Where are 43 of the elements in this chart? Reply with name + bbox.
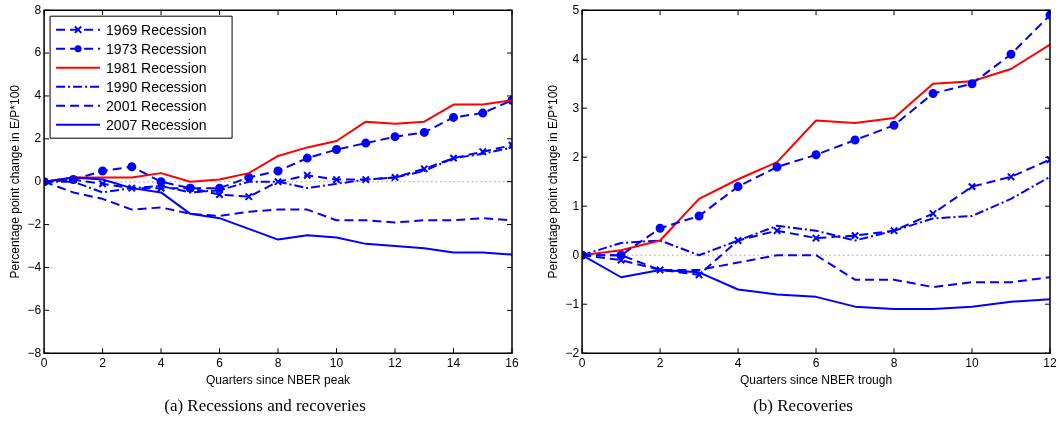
legend-label: 2007 Recession — [106, 116, 207, 133]
x-tick-label: 10 — [965, 355, 980, 370]
y-tick-label: 2 — [572, 149, 580, 164]
x-tick-label: 4 — [157, 355, 165, 370]
x-tick-label: 4 — [734, 355, 742, 370]
y-tick-label: −6 — [27, 302, 42, 317]
x-tick-label: 8 — [274, 355, 282, 370]
x-tick-label: 2 — [99, 355, 107, 370]
y-tick-label: −2 — [27, 216, 42, 231]
x-tick-label: 10 — [329, 355, 344, 370]
y-tick-label: −1 — [565, 296, 580, 311]
x-tick-label: 16 — [505, 355, 519, 370]
x-tick-label: 12 — [1043, 355, 1057, 370]
legend-label: 2001 Recession — [106, 97, 207, 114]
x-tick-label: 8 — [890, 355, 898, 370]
y-tick-label: 5 — [572, 2, 580, 17]
text: (a) Recessions and recoveries — [163, 396, 367, 416]
y-tick-label: 6 — [34, 45, 42, 60]
legend-label: 1973 Recession — [106, 40, 207, 57]
x-tick-label: 14 — [446, 355, 461, 370]
y-tick-label: 0 — [572, 247, 580, 262]
legend-label: 1969 Recession — [106, 21, 207, 38]
x-axis-title: Quarters since NBER trough — [740, 373, 893, 388]
x-tick-label: 6 — [216, 355, 224, 370]
y-axis-title: Percentage point change in E/P*100 — [545, 84, 560, 279]
legend-label: 1981 Recession — [106, 59, 207, 76]
y-tick-label: 1 — [572, 198, 580, 213]
y-axis-title: Percentage point change in E/P*100 — [7, 84, 22, 279]
y-tick-label: −4 — [27, 259, 42, 274]
y-tick-label: −2 — [565, 345, 580, 360]
y-tick-label: 8 — [34, 2, 42, 17]
y-tick-label: 4 — [34, 88, 42, 103]
text: (b) Recoveries — [752, 396, 854, 416]
x-axis-title: Quarters since NBER peak — [206, 373, 352, 388]
y-tick-label: −8 — [27, 345, 42, 360]
legend-label: 1990 Recession — [106, 78, 207, 95]
x-tick-label: 12 — [388, 355, 403, 370]
y-tick-label: 0 — [34, 174, 42, 189]
x-tick-label: 6 — [812, 355, 820, 370]
y-tick-label: 3 — [572, 100, 580, 115]
x-tick-label: 2 — [656, 355, 664, 370]
y-tick-label: 4 — [572, 51, 580, 66]
y-tick-label: 2 — [34, 131, 42, 146]
